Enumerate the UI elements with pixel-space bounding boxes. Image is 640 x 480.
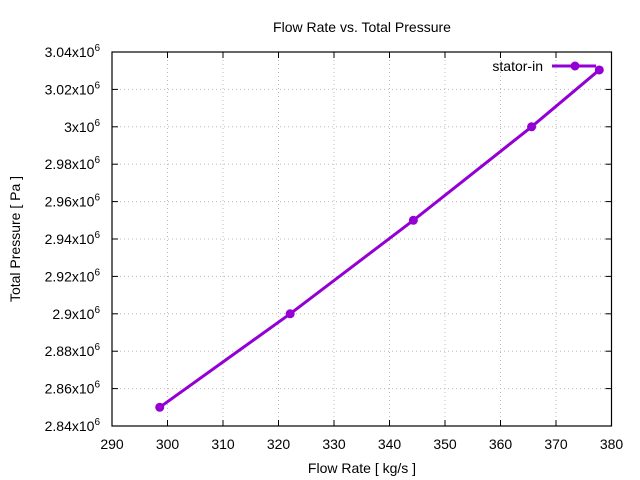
series-layer bbox=[155, 65, 604, 412]
y-tick-label: 2.84x106 bbox=[45, 417, 101, 434]
x-tick-label: 340 bbox=[378, 436, 402, 452]
x-tick-label: 380 bbox=[600, 436, 624, 452]
y-tick-label: 2.94x106 bbox=[45, 230, 101, 247]
data-point bbox=[285, 309, 295, 319]
data-point bbox=[408, 215, 418, 225]
chart-title: Flow Rate vs. Total Pressure bbox=[273, 19, 451, 35]
y-tick-label: 2.96x106 bbox=[45, 193, 101, 210]
y-tick-label: 2.98x106 bbox=[45, 155, 101, 172]
x-tick-label: 300 bbox=[156, 436, 180, 452]
x-tick-label: 310 bbox=[211, 436, 235, 452]
data-point bbox=[527, 122, 537, 132]
x-tick-label: 290 bbox=[100, 436, 124, 452]
legend: stator-in bbox=[492, 58, 596, 74]
y-tick-label: 2.92x106 bbox=[45, 267, 101, 284]
y-tick-label: 2.86x106 bbox=[45, 380, 101, 397]
y-tick-label: 3.04x106 bbox=[45, 43, 101, 60]
axis-ticks: 290 300 310 320 330 340 350 360 370 380 2.84x106 2.… bbox=[45, 43, 624, 452]
legend-label: stator-in bbox=[492, 58, 543, 74]
data-point bbox=[155, 402, 165, 412]
x-tick-label: 360 bbox=[489, 436, 513, 452]
y-tick-label: 3x106 bbox=[64, 118, 100, 135]
legend-marker bbox=[570, 61, 580, 71]
y-axis-label: Total Pressure [ Pa ] bbox=[7, 176, 23, 302]
series-line bbox=[158, 68, 601, 409]
x-tick-label: 370 bbox=[544, 436, 568, 452]
y-tick-label: 2.88x106 bbox=[45, 342, 101, 359]
data-point bbox=[594, 65, 604, 75]
grid bbox=[112, 52, 612, 426]
y-tick-label: 2.9x106 bbox=[52, 305, 100, 322]
y-tick-label: 3.02x106 bbox=[45, 80, 101, 97]
x-tick-label: 320 bbox=[267, 436, 291, 452]
x-tick-label: 350 bbox=[433, 436, 457, 452]
plot-border bbox=[111, 51, 613, 427]
x-axis-label: Flow Rate [ kg/s ] bbox=[308, 460, 416, 476]
x-tick-label: 330 bbox=[322, 436, 346, 452]
